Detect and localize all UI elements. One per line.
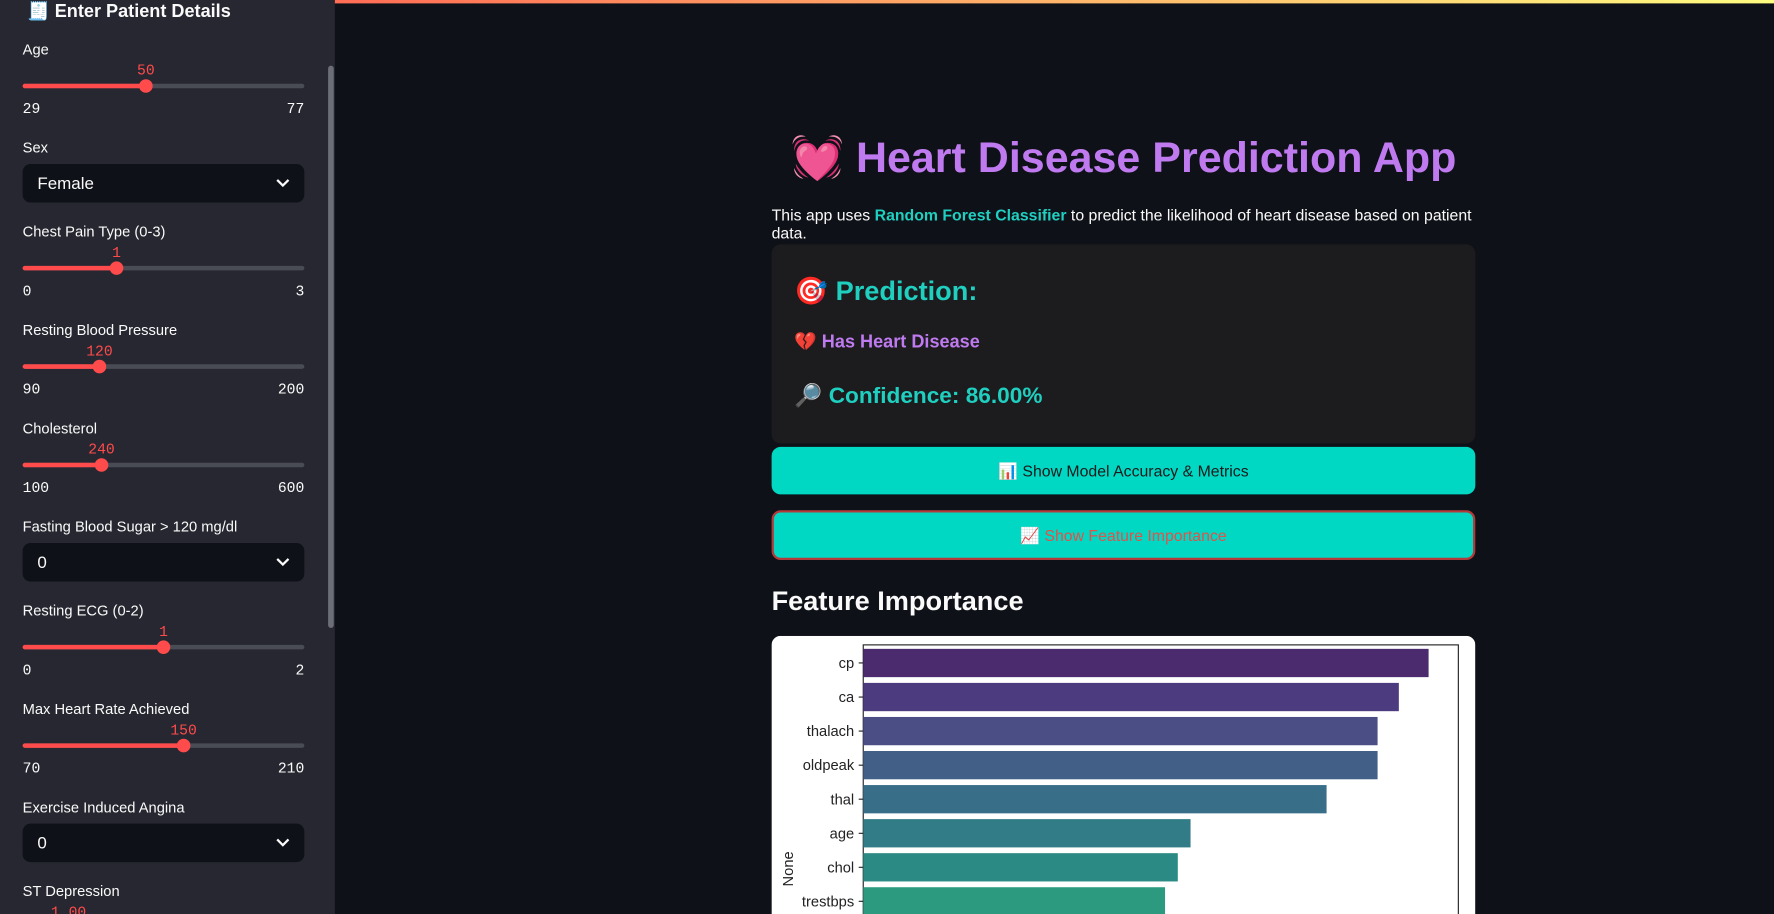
- bar: [863, 887, 1166, 914]
- bar: [863, 682, 1399, 712]
- bar: [863, 648, 1429, 678]
- input-label: Cholesterol: [22, 419, 98, 437]
- input-label: Fasting Blood Sugar > 120 mg/dl: [22, 518, 238, 536]
- chevron-path: [276, 558, 290, 567]
- input-label: Max Heart Rate Achieved: [22, 700, 190, 718]
- input-label: Resting Blood Pressure: [22, 321, 178, 339]
- slider-min: 100: [22, 479, 50, 497]
- select-box[interactable]: 0: [22, 543, 305, 582]
- prediction-heading: 🎯 Prediction:: [794, 276, 978, 307]
- prediction-card: 🎯 Prediction: 💔 Has Heart Disease 🔎 Conf…: [771, 244, 1476, 444]
- input-label: Exercise Induced Angina: [22, 798, 185, 816]
- slider-fill: [22, 644, 164, 650]
- select-box[interactable]: Female: [22, 164, 305, 203]
- bar: [863, 751, 1378, 780]
- slider[interactable]: [0, 57, 335, 114]
- chevron-path: [276, 838, 290, 847]
- intro-text: This app uses: [771, 205, 875, 225]
- slider-fill: [22, 462, 102, 468]
- bar: [863, 716, 1378, 746]
- y-tick-label: thalach: [807, 724, 854, 740]
- section-heading: Feature Importance: [771, 586, 1024, 617]
- slider-value: 50: [137, 62, 155, 80]
- y-tick-label: chol: [827, 860, 854, 876]
- confidence: 🔎 Confidence: 86.00%: [794, 383, 1043, 409]
- y-tick-label: thal: [831, 792, 855, 808]
- y-tick-label: trestbps: [802, 894, 854, 910]
- bar: [863, 853, 1178, 882]
- slider-thumb[interactable]: [156, 640, 171, 654]
- slider-value: 1: [159, 623, 168, 641]
- sidebar-header: 🧾 Enter Patient Details: [27, 2, 231, 22]
- input-label: Age: [22, 40, 49, 58]
- y-tick-label: cp: [839, 656, 855, 672]
- slider-max: 200: [277, 381, 305, 399]
- slider-value: 240: [88, 441, 115, 459]
- slider-value: 150: [170, 721, 197, 739]
- sidebar: 🧾 Enter Patient Details Age 50 29 77 Sex Fema…: [0, 0, 335, 914]
- slider[interactable]: [0, 436, 335, 493]
- input-label: Resting ECG (0-2): [22, 601, 144, 619]
- slider-value: 120: [86, 342, 113, 360]
- chevron: [276, 179, 290, 188]
- slider-fill: [22, 743, 184, 748]
- slider-max: 3: [295, 282, 305, 300]
- slider-value: 1.00: [50, 903, 87, 914]
- slider-min: 0: [22, 661, 32, 679]
- slider[interactable]: [0, 337, 335, 394]
- slider-max: 210: [277, 760, 305, 778]
- slider-min: 29: [22, 100, 41, 118]
- chevron: [276, 838, 290, 847]
- slider[interactable]: [0, 716, 335, 773]
- y-tick-label: ca: [839, 690, 855, 706]
- y-tick-label: oldpeak: [803, 758, 855, 774]
- slider-min: 0: [22, 282, 32, 300]
- intro-text: to predict the likelihood of heart disea…: [771, 205, 1472, 243]
- feature-chart: None cp ca thalach oldpeak thal age chol trestb…: [771, 635, 1476, 914]
- slider-thumb[interactable]: [176, 738, 191, 753]
- top-bar: [0, 0, 1774, 4]
- select-value: 0: [37, 833, 47, 854]
- slider-value: 1: [112, 244, 121, 262]
- y-axis-label: None: [781, 851, 797, 886]
- intro-highlight: Random Forest Classifier: [874, 205, 1067, 225]
- scrollbar[interactable]: [328, 65, 334, 628]
- input-label: ST Depression: [22, 882, 120, 900]
- slider-thumb[interactable]: [92, 359, 107, 374]
- slider-min: 70: [22, 760, 41, 778]
- input-label: Sex: [22, 139, 48, 157]
- bar: [863, 819, 1191, 848]
- slider[interactable]: [0, 618, 335, 675]
- metrics-button[interactable]: 📊 Show Model Accuracy & Metrics: [771, 446, 1476, 495]
- bar: [863, 785, 1327, 814]
- slider[interactable]: [0, 239, 335, 296]
- input-label: Chest Pain Type (0-3): [22, 222, 166, 240]
- chevron: [276, 558, 290, 567]
- slider-max: 77: [286, 100, 305, 118]
- slider-fill: [22, 265, 117, 271]
- slider-fill: [22, 83, 146, 89]
- slider-thumb[interactable]: [109, 261, 124, 275]
- feature-button[interactable]: 📈 Show Feature Importance: [771, 510, 1476, 561]
- select-value: Female: [37, 174, 94, 194]
- app-title: 💓 Heart Disease Prediction App: [790, 134, 1457, 183]
- y-tick-label: age: [830, 826, 855, 842]
- chevron-path: [276, 179, 290, 188]
- slider-thumb[interactable]: [94, 458, 109, 472]
- prediction-result: 💔 Has Heart Disease: [794, 332, 980, 352]
- slider-max: 2: [295, 661, 305, 679]
- slider-min: 90: [22, 381, 41, 399]
- select-box[interactable]: 0: [22, 823, 305, 863]
- slider-fill: [22, 364, 100, 369]
- select-value: 0: [37, 553, 47, 573]
- slider-thumb[interactable]: [139, 79, 153, 93]
- slider-max: 600: [277, 479, 305, 497]
- intro: This app uses Random Forest Classifier t…: [772, 206, 1496, 242]
